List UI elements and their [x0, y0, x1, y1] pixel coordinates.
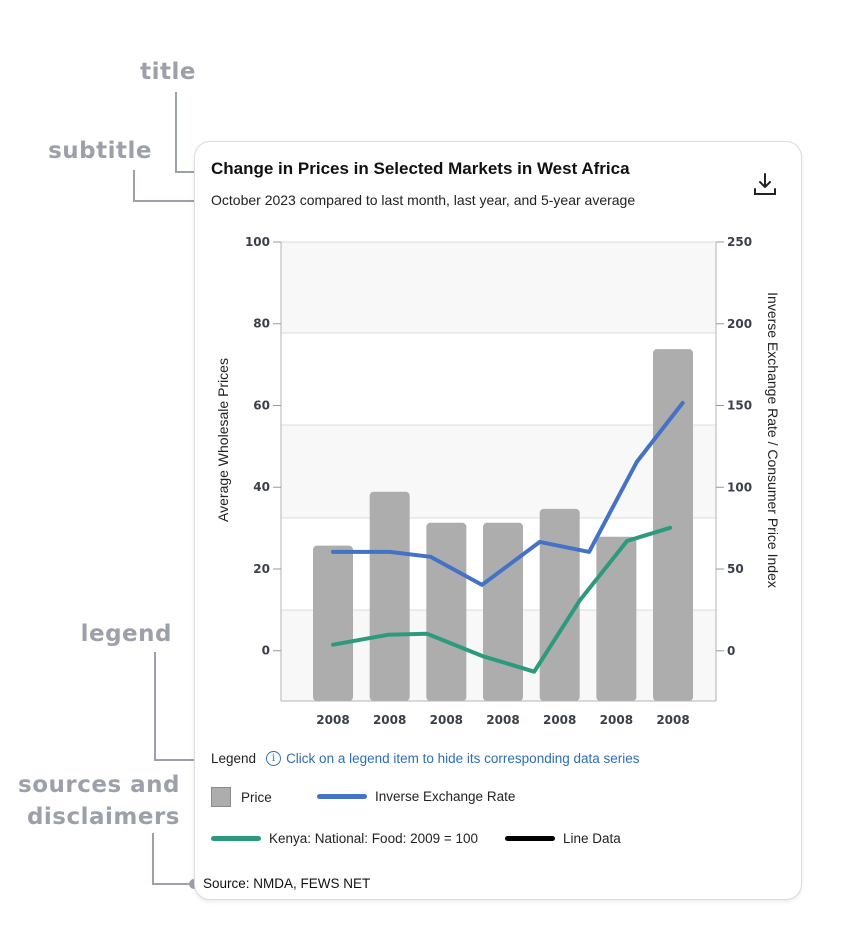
x-tick-label: 2008	[430, 713, 463, 727]
bar[interactable]	[483, 522, 524, 701]
legend-hint[interactable]: i Click on a legend item to hide its cor…	[266, 751, 640, 766]
info-icon: i	[266, 751, 282, 766]
legend-item-price[interactable]: Price	[211, 787, 272, 807]
annotation-sources-connector-h	[152, 883, 194, 885]
y-tick-label: 0	[262, 644, 270, 658]
y-axis-title: Average Wholesale Prices	[215, 358, 231, 522]
annotation-title-label: title	[140, 59, 196, 85]
y-tick-label: 100	[245, 235, 270, 249]
annotation-title-connector-h	[175, 171, 200, 173]
y-tick-label: 40	[253, 480, 270, 494]
bar[interactable]	[596, 536, 637, 701]
y2-axis-title: Inverse Exchange Rate / Consumer Price I…	[765, 292, 781, 588]
y2-tick-label: 150	[727, 399, 752, 413]
x-tick-label: 2008	[316, 713, 349, 727]
annotation-subtitle-connector-h	[133, 200, 200, 202]
x-tick-label: 2008	[486, 713, 519, 727]
bar[interactable]	[369, 491, 410, 701]
series-line-kenya-food[interactable]	[331, 525, 673, 674]
grid-band	[281, 242, 716, 333]
annotation-subtitle-connector-v	[133, 170, 135, 202]
legend-swatch-kenya-food	[211, 836, 261, 841]
series-line-inverse-exchange-rate[interactable]	[331, 400, 685, 587]
annotation-subtitle-label: subtitle	[48, 138, 152, 164]
legend-swatch-inverse-exchange-rate	[317, 794, 367, 799]
annotation-sources-connector-v	[152, 833, 154, 885]
y2-tick-label: 50	[727, 562, 744, 576]
annotation-legend-connector-v	[154, 652, 156, 761]
y2-tick-label: 250	[727, 235, 752, 249]
grid-band	[281, 425, 716, 518]
legend-item-inverse-exchange-rate[interactable]: Inverse Exchange Rate	[317, 789, 515, 804]
legend-label: Legend	[211, 751, 257, 766]
source-text: Source: NMDA, FEWS NET	[203, 876, 371, 891]
legend-item-kenya-food[interactable]: Kenya: National: Food: 2009 = 100	[211, 831, 478, 846]
legend-item-label: Inverse Exchange Rate	[375, 789, 516, 804]
bar[interactable]	[539, 508, 580, 701]
y2-tick-label: 0	[727, 644, 735, 658]
download-button[interactable]	[752, 171, 778, 197]
bar[interactable]	[426, 522, 467, 701]
legend-swatch-price	[211, 787, 231, 807]
annotation-title-connector-v	[175, 92, 177, 173]
y2-tick-label: 200	[727, 317, 752, 331]
legend-item-line-data[interactable]: Line Data	[505, 831, 621, 846]
x-tick-label: 2008	[600, 713, 633, 727]
annotation-legend-label: legend	[80, 621, 172, 647]
legend-header: Legend i Click on a legend item to hide …	[211, 751, 640, 766]
bar[interactable]	[653, 349, 694, 701]
x-tick-label: 2008	[656, 713, 689, 727]
bar[interactable]	[313, 545, 353, 701]
y-tick-label: 60	[253, 398, 270, 412]
download-icon	[754, 173, 776, 195]
annotation-legend-connector-h	[154, 759, 200, 761]
legend-item-label: Line Data	[563, 831, 621, 846]
legend-hint-text: Click on a legend item to hide its corre…	[286, 751, 640, 766]
x-tick-label: 2008	[543, 713, 576, 727]
y-tick-label: 80	[253, 317, 270, 331]
chart-subtitle: October 2023 compared to last month, las…	[211, 192, 636, 208]
y2-tick-label: 100	[727, 480, 752, 494]
legend-item-label: Price	[241, 789, 272, 805]
chart-title: Change in Prices in Selected Markets in …	[211, 159, 630, 178]
legend-swatch-line-data	[505, 836, 555, 841]
x-tick-label: 2008	[373, 713, 406, 727]
y-tick-label: 20	[253, 562, 270, 576]
legend-item-label: Kenya: National: Food: 2009 = 100	[269, 831, 479, 846]
annotation-sources-label: sources and disclaimers	[18, 772, 180, 830]
